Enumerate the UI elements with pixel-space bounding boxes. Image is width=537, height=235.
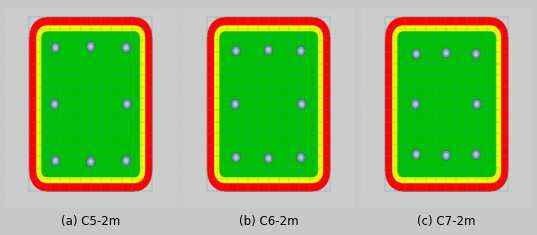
Circle shape [51,43,60,53]
Circle shape [122,156,130,166]
Circle shape [415,152,418,157]
Circle shape [51,156,60,166]
Circle shape [442,150,451,160]
Circle shape [412,149,420,159]
Circle shape [296,153,305,162]
Circle shape [471,149,480,159]
Circle shape [471,49,480,59]
Circle shape [473,99,481,109]
Circle shape [413,102,418,106]
Circle shape [89,44,93,49]
Circle shape [234,48,238,53]
Circle shape [266,47,271,52]
Circle shape [411,99,420,109]
Circle shape [122,43,130,53]
Circle shape [53,158,57,163]
Circle shape [442,48,451,58]
Circle shape [124,45,128,50]
Circle shape [124,158,128,163]
Circle shape [474,152,478,157]
Circle shape [444,153,448,158]
Circle shape [266,156,271,161]
Circle shape [264,45,273,55]
Circle shape [297,99,306,109]
Circle shape [125,102,129,106]
Circle shape [299,48,303,53]
Circle shape [475,102,479,106]
Circle shape [444,51,448,55]
Circle shape [86,42,95,51]
Circle shape [53,45,57,50]
Text: (c) C7-2m: (c) C7-2m [417,215,475,228]
Circle shape [415,51,418,56]
Circle shape [474,51,478,56]
Circle shape [50,99,59,109]
Circle shape [299,155,303,160]
Circle shape [86,157,95,167]
Circle shape [296,46,305,56]
Circle shape [89,159,93,164]
Circle shape [233,102,237,106]
Circle shape [231,99,240,109]
Text: (a) C5-2m: (a) C5-2m [61,215,120,228]
Circle shape [412,49,420,59]
Circle shape [300,102,304,106]
Circle shape [232,46,241,56]
Text: (b) C6-2m: (b) C6-2m [238,215,299,228]
Circle shape [122,99,132,109]
Circle shape [264,153,273,163]
Circle shape [232,153,241,162]
Circle shape [53,102,57,106]
Circle shape [234,155,238,160]
